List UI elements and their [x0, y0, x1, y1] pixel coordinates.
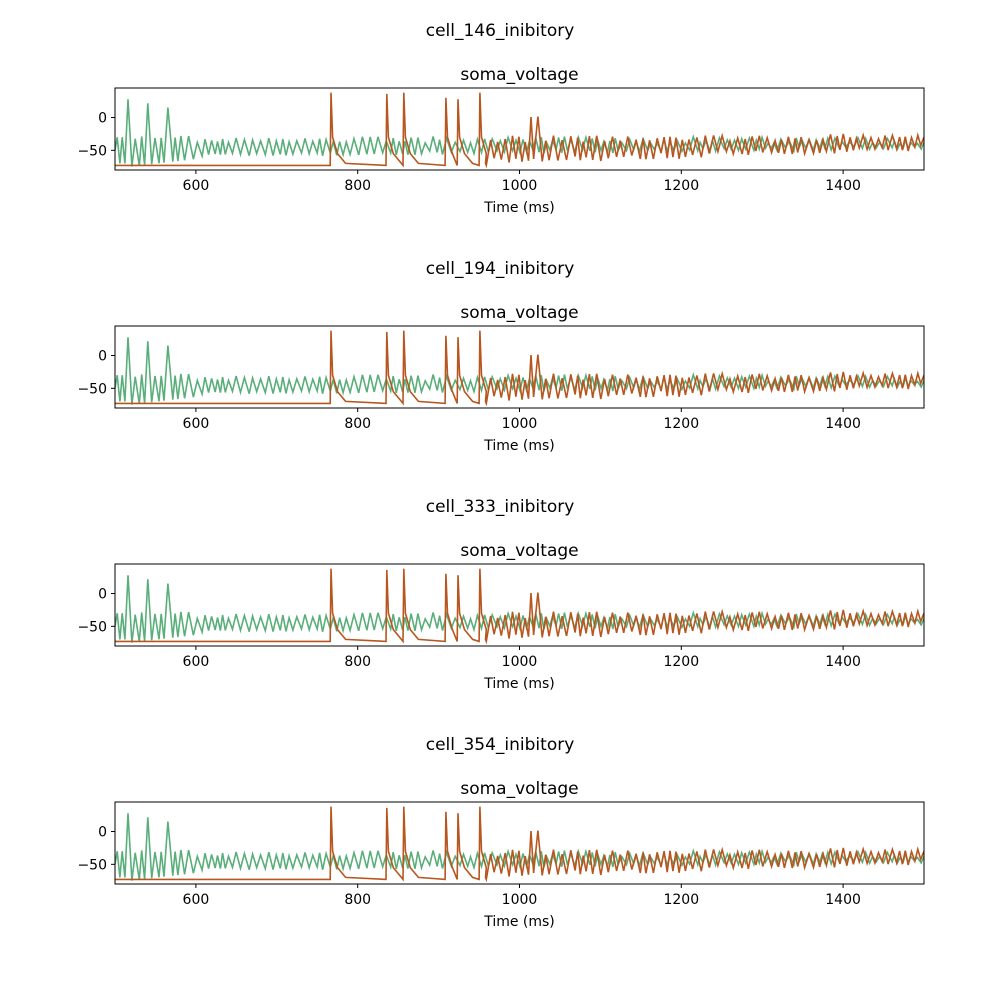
- y-tick-label: 0: [98, 111, 107, 127]
- x-axis-label: Time (ms): [483, 438, 555, 454]
- x-tick-label: 600: [183, 178, 210, 194]
- plot-title: soma_voltage: [460, 541, 578, 561]
- x-tick-label: 600: [183, 654, 210, 670]
- y-tick-label: 0: [98, 587, 107, 603]
- figure-suptitle: cell_354_inibitory: [426, 735, 575, 755]
- series-line-orange: [115, 330, 924, 407]
- y-tick-label: −50: [77, 619, 107, 635]
- x-tick-label: 800: [344, 892, 371, 908]
- plot-title: soma_voltage: [460, 65, 578, 85]
- subplot-4: cell_354_inibitory soma_voltage 600 800 1000…: [77, 735, 925, 930]
- x-tick-label: 1400: [825, 654, 861, 670]
- x-tick-label: 1400: [825, 178, 861, 194]
- series-line-orange: [115, 568, 924, 645]
- series-line-green: [115, 337, 924, 405]
- axes-frame: [114, 87, 925, 171]
- figure-suptitle: cell_333_inibitory: [426, 497, 575, 517]
- x-axis-label: Time (ms): [483, 676, 555, 692]
- y-tick-label: 0: [98, 349, 107, 365]
- x-tick-label: 800: [344, 654, 371, 670]
- y-tick-label: 0: [98, 825, 107, 841]
- y-tick-label: −50: [77, 381, 107, 397]
- x-tick-label: 1000: [502, 178, 538, 194]
- series-line-green: [115, 99, 924, 167]
- x-tick-label: 1000: [502, 416, 538, 432]
- x-tick-label: 1200: [663, 892, 699, 908]
- axes-frame: [114, 801, 925, 885]
- series-line-orange: [115, 92, 924, 169]
- x-tick-label: 800: [344, 416, 371, 432]
- x-tick-label: 600: [183, 416, 210, 432]
- axes-frame: [114, 563, 925, 647]
- figure-suptitle: cell_146_inibitory: [426, 21, 575, 41]
- x-axis-label: Time (ms): [483, 914, 555, 930]
- subplot-1: cell_146_inibitory soma_voltage 600 800 1000…: [77, 21, 925, 216]
- series-line-green: [115, 813, 924, 881]
- x-tick-label: 1400: [825, 892, 861, 908]
- subplot-2: cell_194_inibitory soma_voltage 600 800 1000…: [77, 259, 925, 454]
- x-tick-label: 1200: [663, 654, 699, 670]
- axes-frame: [114, 325, 925, 409]
- x-tick-label: 800: [344, 178, 371, 194]
- series-line-green: [115, 575, 924, 643]
- subplot-3: cell_333_inibitory soma_voltage 600 800 1000…: [77, 497, 925, 692]
- figure-suptitle: cell_194_inibitory: [426, 259, 575, 279]
- plot-title: soma_voltage: [460, 779, 578, 799]
- x-tick-label: 1000: [502, 892, 538, 908]
- plot-title: soma_voltage: [460, 303, 578, 323]
- x-axis-label: Time (ms): [483, 200, 555, 216]
- x-tick-label: 1000: [502, 654, 538, 670]
- x-tick-label: 1200: [663, 416, 699, 432]
- y-tick-label: −50: [77, 143, 107, 159]
- x-tick-label: 1200: [663, 178, 699, 194]
- x-tick-label: 600: [183, 892, 210, 908]
- x-tick-label: 1400: [825, 416, 861, 432]
- y-tick-label: −50: [77, 857, 107, 873]
- series-line-orange: [115, 806, 924, 883]
